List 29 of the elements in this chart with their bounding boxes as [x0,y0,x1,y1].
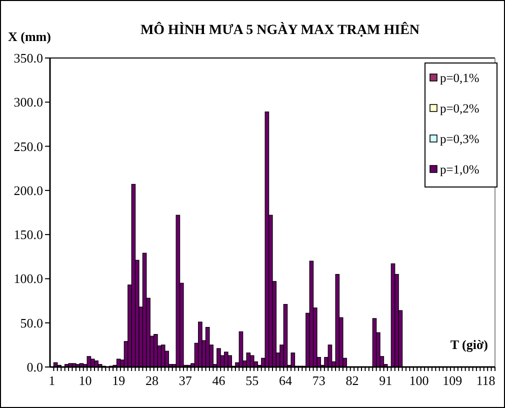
x-tick-label: 73 [312,373,326,388]
y-tick-label: 350.0 [14,50,43,66]
legend-label: p=1,0% [440,162,480,176]
x-tick-label: 28 [145,373,158,388]
y-tick-label: 0.0 [26,360,43,374]
x-tick-label: 55 [246,373,259,388]
legend-label: p=0,3% [440,132,480,146]
x-tick-label: 64 [278,373,292,388]
y-tick-label: 300.0 [14,94,43,110]
x-tick-label: 10 [78,373,92,388]
x-tick-label: 109 [442,373,462,388]
y-tick-label: 150.0 [14,227,43,242]
legend-label: p=0,1% [440,71,480,85]
x-tick-label: 1 [48,373,56,388]
y-tick-label: 200.0 [14,182,43,198]
y-axis-title: X (mm) [8,29,51,44]
x-tick-label: 46 [212,373,226,388]
x-tick-label: 19 [112,373,126,388]
y-tick-label: 250.0 [14,138,43,154]
x-tick-label: 37 [178,373,192,388]
y-tick-label: 100.0 [14,271,43,286]
x-tick-label: 91 [379,373,392,388]
x-tick-label: 100 [409,373,429,388]
x-tick-label: 118 [476,373,496,388]
x-tick-label: 82 [346,373,359,388]
legend-label: p=0,2% [440,102,480,116]
x-axis-title: T (giờ) [450,337,488,352]
y-tick-label: 50.0 [20,315,43,330]
chart-title: MÔ HÌNH MƯA 5 NGÀY MAX TRẠM HIÊN [140,21,420,38]
